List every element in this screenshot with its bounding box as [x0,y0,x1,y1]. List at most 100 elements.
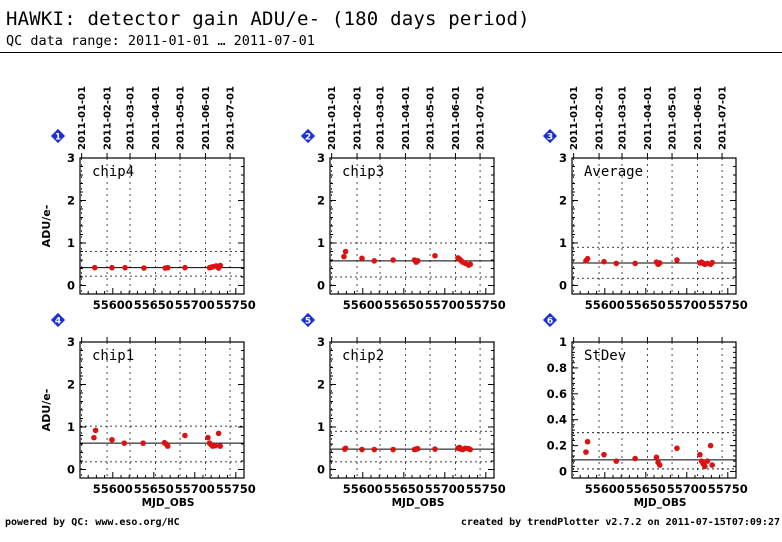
top-tick-label: 2011-03-01 [376,86,387,150]
data-point [91,264,98,271]
chart-panel-5: 5 55600 55650 55700 55750 0 1 2 3 MJD_OBS chip2 [300,312,506,509]
data-point [164,264,171,271]
top-tick-label: 2011-02-01 [103,86,114,150]
top-tick-label: 2011-04-01 [151,86,162,150]
y-axis-label: ADU/e- [40,205,53,248]
top-tick-label: 2011-02-01 [353,86,364,150]
top-tick-label: 2011-01-01 [327,86,338,150]
data-point [215,430,222,437]
panel-badge-number: 2 [305,133,311,143]
x-tick-label: 55600 [343,298,383,312]
data-point [414,258,421,264]
x-tick-label: 55700 [667,298,707,312]
panel-badge-number: 4 [55,317,61,327]
x-tick-label: 55700 [175,298,215,312]
panel-badge-number: 6 [547,317,553,327]
data-point [467,446,474,453]
x-tick-label: 55650 [134,298,174,312]
data-point [707,442,714,449]
top-tick-label: 2011-06-01 [693,86,704,150]
panel-badge-number: 5 [305,317,311,327]
panel-badge-icon [300,128,316,144]
x-tick-label: 55750 [708,298,748,312]
y-tick-label: 3 [67,151,75,165]
data-point [371,446,378,453]
data-point [702,463,708,470]
x-tick-label: 55600 [585,482,625,496]
y-tick-label: 0.8 [547,361,567,375]
top-tick-label: 2011-07-01 [718,86,729,150]
data-point [91,434,97,441]
data-point [674,445,680,452]
top-tick-label: 2011-05-01 [176,86,187,150]
data-point [632,260,638,267]
data-point [141,265,147,271]
data-point [122,264,128,271]
y-tick-label: 2 [559,194,567,208]
top-tick-label: 2011-03-01 [126,86,137,150]
panel-label: chip1 [92,348,134,364]
data-point [432,252,438,259]
y-tick-label: 2 [317,378,325,392]
data-point [432,446,438,452]
panel-label: chip3 [342,164,384,180]
data-point [341,253,347,260]
data-point [697,451,703,458]
x-tick-label: 55650 [626,298,666,312]
data-point [182,432,188,439]
panel-badge-number: 3 [547,133,553,143]
data-point [656,260,663,266]
chart-panel-1: 1 2011-01-01 2011-02-01 2011-03-01 2011-04-0… [40,86,256,312]
top-tick-label: 2011-05-01 [668,86,679,150]
y-tick-label: 0 [317,463,325,477]
data-point [182,264,188,271]
page-subtitle: QC data range: 2011-01-01 … 2011-07-01 [6,33,315,49]
data-point [390,446,396,453]
x-tick-label: 55750 [216,482,256,496]
y-tick-label: 2 [67,194,75,208]
data-point [205,434,211,441]
data-point [121,440,128,446]
data-point [342,445,349,452]
data-point [109,264,115,271]
panel-label: StDev [584,348,626,364]
y-axis-label: ADU/e- [40,389,53,432]
data-point [709,462,716,468]
top-tick-label: 2011-04-01 [643,86,654,150]
footer-created-by: created by trendPlotter v2.7.2 on 2011-0… [460,517,780,528]
x-tick-label: 55650 [384,298,424,312]
data-point [584,438,591,445]
y-tick-label: 3 [317,335,325,349]
x-tick-label: 55750 [708,482,748,496]
data-point [467,261,474,268]
chart-panel-4: 4 55600 55650 55700 55750 0 1 2 3 ADU/e- MJD_OBS ch… [40,312,256,509]
x-tick-label: 55600 [93,298,133,312]
x-tick-label: 55750 [216,298,256,312]
top-tick-label: 2011-04-01 [401,86,412,150]
y-tick-label: 0.6 [547,387,567,401]
panel-label: Average [584,164,643,180]
y-tick-label: 0 [67,279,75,293]
top-tick-label: 2011-01-01 [77,86,88,150]
header-divider [0,52,782,53]
footer-powered-by: powered by QC: www.eso.org/HC [5,517,180,528]
panel-badge-icon [50,312,66,328]
x-tick-label: 55700 [667,482,707,496]
top-tick-label: 2011-01-01 [569,86,580,150]
data-point [613,458,620,464]
data-point [109,436,115,443]
x-axis-label: MJD_OBS [142,497,195,509]
data-point [217,262,224,269]
page-title: HAWKI: detector gain ADU/e- (180 days pe… [6,8,530,30]
data-point [164,443,171,449]
data-point [140,440,146,446]
panel-badge-number: 1 [55,133,61,143]
y-tick-label: 1 [67,236,75,250]
x-tick-label: 55650 [384,482,424,496]
data-point [371,258,378,264]
panel-badge-icon [300,312,316,328]
data-point [709,259,716,266]
chart-grid: 1 2011-01-01 2011-02-01 2011-03-01 2011-04-0… [40,86,748,509]
x-tick-label: 55650 [626,482,666,496]
top-tick-label: 2011-05-01 [426,86,437,150]
